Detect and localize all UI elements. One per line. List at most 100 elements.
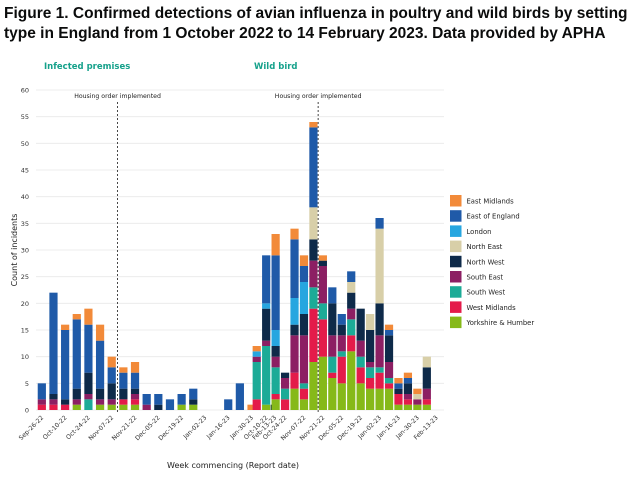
legend-swatch-london <box>450 225 462 237</box>
legend-swatch-east-midlands <box>450 195 462 207</box>
bar-segment-wild-bird-week-8-south-east <box>328 335 337 357</box>
bar-segment-wild-bird-week-12-west-midlands <box>366 378 375 389</box>
bar-segment-infected-premises-week-8-north-west <box>130 388 140 394</box>
bar-segment-infected-premises-week-6-north-west <box>107 383 116 400</box>
bar-segment-infected-premises-week-8-east-of-england <box>130 372 140 389</box>
bar-segment-wild-bird-week-8-yorkshire-and-humber <box>328 378 337 410</box>
x-tick-label-infected-premises: Jan-02-23 <box>182 414 209 441</box>
bar-segment-wild-bird-week-2-london <box>271 330 280 346</box>
bar-segment-wild-bird-week-5-yorkshire-and-humber <box>299 399 309 410</box>
bar-segment-wild-bird-week-14-south-east <box>384 362 394 378</box>
legend-label-east-of-england: East of England <box>467 213 520 221</box>
bar-segment-wild-bird-week-18-yorkshire-and-humber <box>422 404 431 410</box>
bar-segment-wild-bird-week-18-south-east <box>422 388 431 400</box>
bar-segment-infected-premises-week-13-yorkshire-and-humber <box>189 404 198 410</box>
bar-segment-wild-bird-week-7-east-midlands <box>318 255 327 261</box>
housing-order-label-infected-premises: Housing order implemented <box>74 93 161 100</box>
legend-label-yorkshire-and-humber: Yorkshire & Humber <box>466 319 535 327</box>
bar-segment-wild-bird-week-12-yorkshire-and-humber <box>366 388 375 410</box>
bar-segment-wild-bird-week-2-west-midlands <box>271 394 280 400</box>
bar-segment-infected-premises-week-2-east-midlands <box>61 324 70 330</box>
bar-segment-wild-bird-week-13-west-midlands <box>375 372 384 389</box>
legend-label-north-east: North East <box>467 243 503 251</box>
bar-segment-wild-bird-week-6-west-midlands <box>309 308 318 362</box>
bar-segment-wild-bird-week-7-north-west <box>318 260 327 266</box>
bar-segment-wild-bird-week-18-north-west <box>422 367 431 389</box>
bar-segment-wild-bird-week-5-west-midlands <box>299 388 309 400</box>
bar-segment-infected-premises-week-5-east-midlands <box>95 324 105 341</box>
bar-segment-infected-premises-week-2-north-west <box>61 399 70 405</box>
legend-swatch-north-west <box>450 255 462 268</box>
x-axis-label: Week commencing (Report date) <box>167 461 299 470</box>
bar-segment-wild-bird-week-15-east-of-england <box>394 383 403 389</box>
y-tick-label: 25 <box>21 273 29 281</box>
bar-segment-infected-premises-week-4-east-midlands <box>84 308 93 325</box>
y-tick-label: 5 <box>25 380 29 388</box>
bar-segment-wild-bird-week-7-yorkshire-and-humber <box>318 356 327 410</box>
bar-segment-infected-premises-week-7-east-midlands <box>119 367 128 373</box>
bar-segment-wild-bird-week-17-north-east <box>413 394 422 400</box>
legend-swatch-south-west <box>450 286 462 298</box>
bar-segment-wild-bird-week-6-south-east <box>309 260 318 288</box>
bar-segment-wild-bird-week-4-east-of-england <box>290 239 299 298</box>
bar-segment-infected-premises-week-5-east-of-england <box>95 340 105 389</box>
bar-segment-wild-bird-week-13-south-east <box>375 335 384 368</box>
bar-segment-wild-bird-week-13-east-of-england <box>375 218 384 229</box>
bar-segment-infected-premises-week-8-yorkshire-and-humber <box>130 404 140 410</box>
legend-label-london: London <box>467 228 492 236</box>
bar-segment-wild-bird-week-2-yorkshire-and-humber <box>271 399 280 410</box>
bar-segment-wild-bird-week-7-south-east <box>318 266 327 304</box>
bar-segment-wild-bird-week-18-west-midlands <box>422 399 431 405</box>
figure-title: Figure 1. Confirmed detections of avian … <box>4 4 630 44</box>
bar-segment-wild-bird-week-14-yorkshire-and-humber <box>384 388 394 410</box>
bar-segment-infected-premises-week-3-north-west <box>72 388 81 400</box>
legend-swatch-north-east <box>450 240 462 253</box>
bar-segment-wild-bird-week-4-north-west <box>290 324 299 336</box>
x-tick-label-infected-premises: Oct-10-22 <box>42 414 69 441</box>
bar-segment-wild-bird-week-4-london <box>290 298 299 325</box>
bar-segment-infected-premises-week-6-south-east <box>107 399 116 405</box>
bar-segment-infected-premises-week-2-west-midlands <box>61 404 70 410</box>
legend-label-west-midlands: West Midlands <box>467 304 517 312</box>
legend-swatch-south-east <box>450 271 462 283</box>
bar-segment-wild-bird-week-0-south-east <box>252 356 261 362</box>
bar-segment-infected-premises-week-4-south-east <box>84 394 93 400</box>
bar-segment-wild-bird-week-0-london <box>252 351 261 357</box>
bar-segment-infected-premises-week-3-east-of-england <box>72 319 81 389</box>
y-tick-label: 20 <box>21 300 29 308</box>
bar-segment-wild-bird-week-14-north-west <box>384 335 394 362</box>
bar-segment-wild-bird-week-15-north-west <box>394 388 403 394</box>
bar-segment-wild-bird-week-17-south-east <box>413 399 422 405</box>
bar-segment-wild-bird-week-8-north-west <box>328 303 337 336</box>
bar-segment-infected-premises-week-16-east-of-england <box>224 399 233 410</box>
bar-segment-wild-bird-week-4-south-east <box>290 335 299 373</box>
y-tick-label: 40 <box>21 193 29 201</box>
x-tick-label-infected-premises: Sep-26-22 <box>18 414 46 442</box>
bar-segment-wild-bird-week-5-south-west <box>299 383 309 389</box>
legend-swatch-west-midlands <box>450 301 462 313</box>
bar-segment-wild-bird-week-11-south-east <box>356 340 365 357</box>
bar-segment-infected-premises-week-8-east-midlands <box>130 362 140 373</box>
bar-segment-wild-bird-week-3-west-midlands <box>280 399 290 410</box>
bar-segment-infected-premises-week-1-east-of-england <box>49 292 58 394</box>
bar-segment-wild-bird-week-5-east-midlands <box>299 255 309 266</box>
legend-label-south-east: South East <box>467 274 504 282</box>
bar-segment-wild-bird-week-13-north-east <box>375 228 384 304</box>
bar-segment-infected-premises-week-3-east-midlands <box>72 314 81 320</box>
legend-label-east-midlands: East Midlands <box>467 198 515 206</box>
bar-segment-wild-bird-week-3-south-west <box>280 388 290 400</box>
bar-segment-infected-premises-week-11-east-of-england <box>165 399 175 410</box>
bar-segment-wild-bird-week-5-north-west <box>299 314 309 336</box>
y-tick-label: 0 <box>25 407 29 415</box>
bar-segment-wild-bird-week-16-south-east <box>403 394 413 400</box>
bar-segment-wild-bird-week-9-west-midlands <box>337 356 346 384</box>
legend-swatch-east-of-england <box>450 210 462 222</box>
bar-segment-wild-bird-week-13-north-west <box>375 303 384 336</box>
bar-segment-wild-bird-week-6-east-of-england <box>309 127 318 208</box>
bar-segment-wild-bird-week-2-south-east <box>271 356 280 368</box>
y-tick-label: 30 <box>21 247 29 255</box>
bar-segment-wild-bird-week-17-east-midlands <box>413 388 422 394</box>
bar-segment-wild-bird-week-4-yorkshire-and-humber <box>290 388 299 410</box>
legend-swatch-yorkshire-and-humber <box>450 316 462 329</box>
